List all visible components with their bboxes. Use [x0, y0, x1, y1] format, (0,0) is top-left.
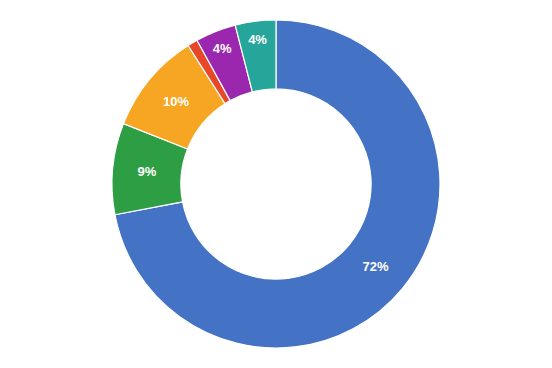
svg-text:10%: 10% [163, 94, 189, 109]
svg-text:4%: 4% [248, 32, 267, 47]
svg-text:72%: 72% [363, 259, 389, 274]
svg-text:9%: 9% [137, 164, 156, 179]
svg-text:4%: 4% [213, 41, 232, 56]
